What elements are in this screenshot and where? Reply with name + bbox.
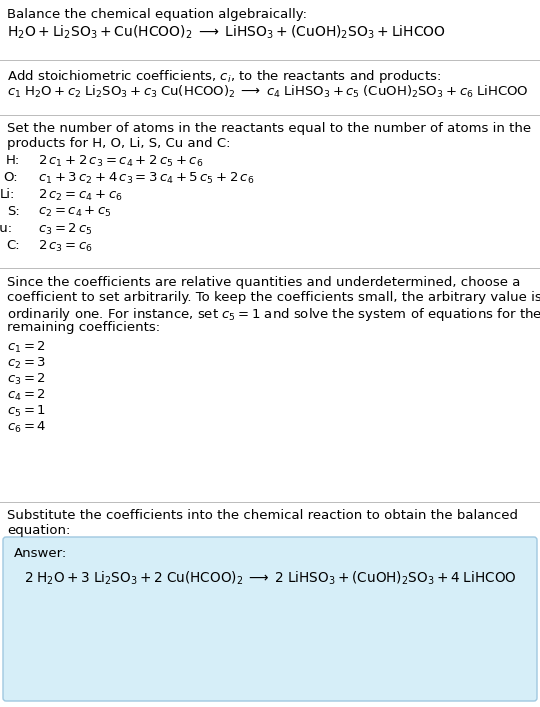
Text: S:: S: xyxy=(7,205,20,218)
Text: $c_6 = 4$: $c_6 = 4$ xyxy=(7,420,46,435)
Text: $2\;\mathrm{H_2O} + 3\;\mathrm{Li_2SO_3} + 2\;\mathrm{Cu(HCOO)_2} \;\longrightar: $2\;\mathrm{H_2O} + 3\;\mathrm{Li_2SO_3}… xyxy=(24,570,516,588)
Text: $c_3 = 2\,c_5$: $c_3 = 2\,c_5$ xyxy=(38,222,93,237)
Text: Answer:: Answer: xyxy=(14,547,68,560)
Text: Add stoichiometric coefficients, $c_i$, to the reactants and products:: Add stoichiometric coefficients, $c_i$, … xyxy=(7,68,441,85)
Text: Since the coefficients are relative quantities and underdetermined, choose a: Since the coefficients are relative quan… xyxy=(7,276,521,289)
Text: products for H, O, Li, S, Cu and C:: products for H, O, Li, S, Cu and C: xyxy=(7,137,231,150)
Text: Li:: Li: xyxy=(0,188,15,201)
Text: $c_1\;\mathrm{H_2O} + c_2\;\mathrm{Li_2SO_3} + c_3\;\mathrm{Cu(HCOO)_2} \;\longr: $c_1\;\mathrm{H_2O} + c_2\;\mathrm{Li_2S… xyxy=(7,84,529,100)
Text: $c_2 = 3$: $c_2 = 3$ xyxy=(7,356,46,371)
FancyBboxPatch shape xyxy=(3,537,537,701)
Text: $2\,c_2 = c_4 + c_6$: $2\,c_2 = c_4 + c_6$ xyxy=(38,188,123,203)
Text: $c_1 + 3\,c_2 + 4\,c_3 = 3\,c_4 + 5\,c_5 + 2\,c_6$: $c_1 + 3\,c_2 + 4\,c_3 = 3\,c_4 + 5\,c_5… xyxy=(38,171,254,186)
Text: $c_1 = 2$: $c_1 = 2$ xyxy=(7,340,46,355)
Text: coefficient to set arbitrarily. To keep the coefficients small, the arbitrary va: coefficient to set arbitrarily. To keep … xyxy=(7,291,540,304)
Text: equation:: equation: xyxy=(7,524,70,537)
Text: Cu:: Cu: xyxy=(0,222,12,235)
Text: $2\,c_1 + 2\,c_3 = c_4 + 2\,c_5 + c_6$: $2\,c_1 + 2\,c_3 = c_4 + 2\,c_5 + c_6$ xyxy=(38,154,204,169)
Text: ordinarily one. For instance, set $c_5 = 1$ and solve the system of equations fo: ordinarily one. For instance, set $c_5 =… xyxy=(7,306,540,323)
Text: $c_5 = 1$: $c_5 = 1$ xyxy=(7,404,46,419)
Text: remaining coefficients:: remaining coefficients: xyxy=(7,321,160,334)
Text: Set the number of atoms in the reactants equal to the number of atoms in the: Set the number of atoms in the reactants… xyxy=(7,122,531,135)
Text: H:: H: xyxy=(6,154,20,167)
Text: $c_3 = 2$: $c_3 = 2$ xyxy=(7,372,46,387)
Text: Balance the chemical equation algebraically:: Balance the chemical equation algebraica… xyxy=(7,8,307,21)
Text: C:: C: xyxy=(6,239,20,252)
Text: Substitute the coefficients into the chemical reaction to obtain the balanced: Substitute the coefficients into the che… xyxy=(7,509,518,522)
Text: $c_4 = 2$: $c_4 = 2$ xyxy=(7,388,46,403)
Text: $2\,c_3 = c_6$: $2\,c_3 = c_6$ xyxy=(38,239,93,254)
Text: O:: O: xyxy=(3,171,18,184)
Text: $c_2 = c_4 + c_5$: $c_2 = c_4 + c_5$ xyxy=(38,205,112,219)
Text: $\mathrm{H_2O + Li_2SO_3 + Cu(HCOO)_2 \;\longrightarrow\; LiHSO_3 + (CuOH)_2SO_3: $\mathrm{H_2O + Li_2SO_3 + Cu(HCOO)_2 \;… xyxy=(7,24,446,42)
